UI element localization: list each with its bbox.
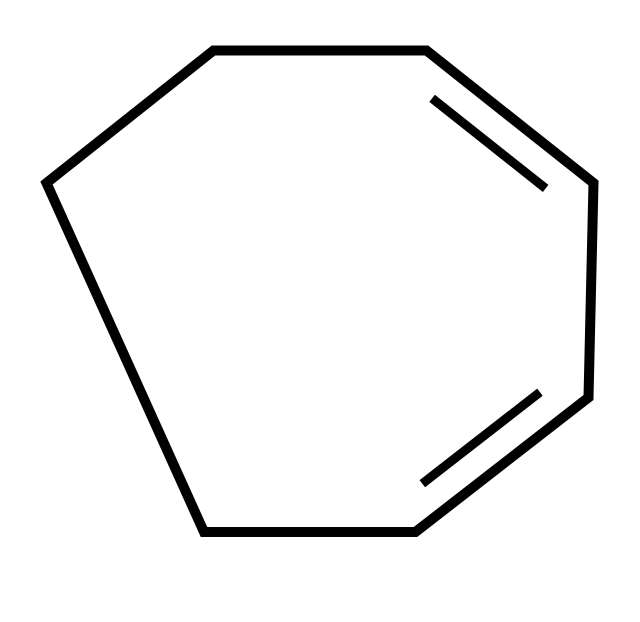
- molecule-diagram: [0, 0, 640, 622]
